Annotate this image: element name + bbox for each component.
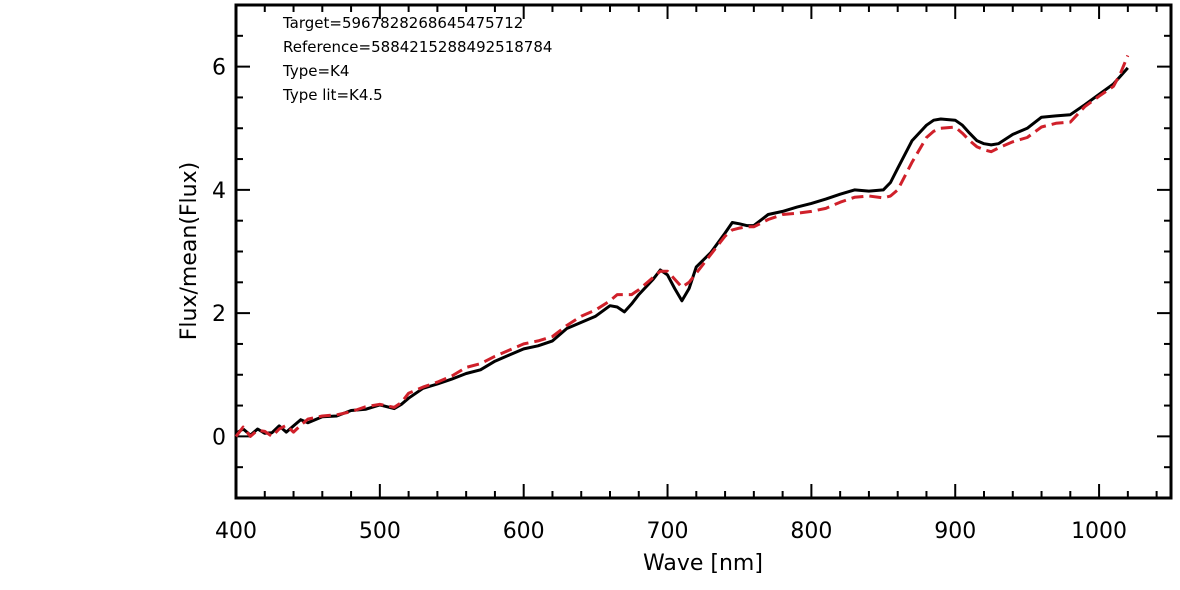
tick-labels: 400 500 600 700 800 900 1000 0 2 4 6 — [212, 56, 1127, 544]
annotation-line: Type lit=K4.5 — [282, 86, 383, 104]
series-line-target — [235, 66, 1129, 437]
axis-ticks — [235, 4, 1171, 499]
x-tick-label: 400 — [215, 519, 257, 544]
x-tick-label: 1000 — [1071, 519, 1127, 544]
annotation-line: Reference=5884215288492518784 — [283, 38, 552, 56]
y-tick-label: 6 — [212, 56, 226, 81]
x-tick-label: 800 — [790, 519, 832, 544]
series-lines — [234, 54, 1130, 438]
annotations: Target=5967828268645475712 Reference=5884… — [282, 14, 552, 104]
y-tick-label: 4 — [212, 179, 226, 204]
annotation-line: Target=5967828268645475712 — [282, 14, 523, 32]
y-tick-label: 0 — [212, 425, 226, 450]
x-tick-label: 500 — [359, 519, 401, 544]
x-tick-label: 900 — [934, 519, 976, 544]
x-tick-label: 700 — [647, 519, 689, 544]
series-line-reference — [234, 54, 1130, 438]
plot-frame — [234, 3, 1173, 500]
annotation-line: Type=K4 — [282, 62, 349, 80]
y-axis-title: Flux/mean(Flux) — [177, 162, 202, 340]
x-axis-title: Wave [nm] — [643, 551, 763, 576]
y-tick-label: 2 — [212, 302, 226, 327]
x-tick-label: 600 — [503, 519, 545, 544]
